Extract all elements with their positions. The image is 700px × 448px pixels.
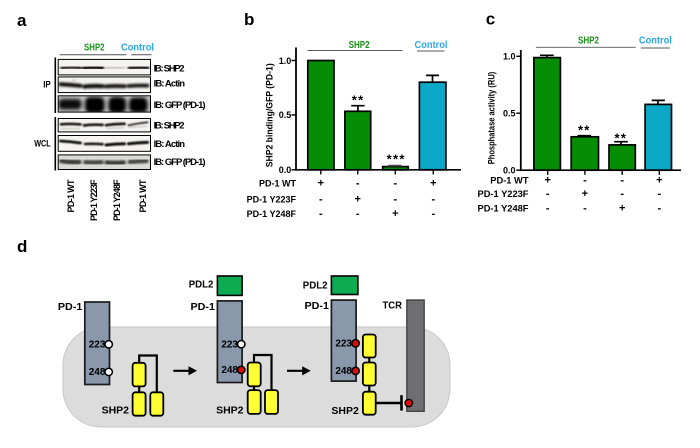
svg-text:PD-1: PD-1 — [58, 301, 83, 313]
svg-text:b: b — [244, 10, 254, 29]
svg-text:IB: Actin: IB: Actin — [154, 79, 186, 90]
svg-text:IP: IP — [43, 79, 51, 90]
svg-text:IB: GFP (PD-1): IB: GFP (PD-1) — [154, 157, 206, 168]
svg-text:-: - — [620, 174, 624, 186]
svg-text:PD-1 Y248F: PD-1 Y248F — [112, 179, 122, 221]
svg-text:223: 223 — [221, 339, 238, 350]
svg-text:PD-1: PD-1 — [305, 300, 330, 312]
svg-text:0.0: 0.0 — [279, 165, 292, 175]
svg-text:PD-1 Y248F: PD-1 Y248F — [478, 203, 529, 213]
svg-text:Phosphatase activity (RU): Phosphatase activity (RU) — [487, 72, 498, 165]
svg-text:c: c — [486, 9, 495, 28]
svg-text:0.5: 0.5 — [503, 109, 516, 119]
svg-text:+: + — [656, 174, 662, 186]
svg-text:PDL2: PDL2 — [303, 280, 328, 292]
svg-text:1.0: 1.0 — [279, 56, 292, 66]
svg-text:0.5: 0.5 — [279, 110, 292, 120]
svg-text:d: d — [17, 237, 27, 256]
svg-text:IB: GFP (PD-1): IB: GFP (PD-1) — [154, 100, 206, 111]
svg-text:-: - — [583, 202, 587, 214]
svg-text:PD-1 WT: PD-1 WT — [66, 179, 76, 213]
svg-text:0.0: 0.0 — [503, 166, 516, 176]
svg-text:PD-1 Y223F: PD-1 Y223F — [89, 179, 99, 221]
svg-text:+: + — [430, 178, 436, 190]
svg-text:SHP2: SHP2 — [331, 405, 359, 417]
svg-text:SHP2: SHP2 — [102, 405, 130, 417]
svg-text:SHP2: SHP2 — [216, 405, 244, 417]
svg-text:PD-1 WT: PD-1 WT — [259, 179, 297, 189]
svg-text:-: - — [356, 208, 360, 220]
svg-text:-: - — [546, 202, 550, 214]
svg-text:223: 223 — [335, 338, 352, 349]
svg-text:IB: SHP2: IB: SHP2 — [154, 64, 185, 75]
svg-text:+: + — [392, 208, 398, 220]
svg-text:SHP2 binding/GFP (PD-1): SHP2 binding/GFP (PD-1) — [265, 63, 276, 167]
svg-text:PD-1 WT: PD-1 WT — [138, 179, 148, 213]
svg-text:SHP2: SHP2 — [84, 43, 105, 54]
svg-text:-: - — [319, 193, 323, 205]
svg-text:-: - — [356, 178, 360, 190]
svg-text:PD-1 WT: PD-1 WT — [490, 175, 529, 185]
svg-text:IB: SHP2: IB: SHP2 — [154, 120, 185, 131]
svg-text:+: + — [318, 178, 324, 190]
svg-text:-: - — [657, 188, 661, 200]
svg-text:-: - — [583, 174, 587, 186]
svg-text:-: - — [319, 208, 323, 220]
svg-text:Control: Control — [415, 40, 448, 51]
svg-text:**: ** — [578, 122, 591, 137]
svg-text:-: - — [431, 193, 435, 205]
svg-text:248: 248 — [335, 366, 352, 377]
svg-text:PDL2: PDL2 — [189, 279, 214, 291]
svg-text:-: - — [546, 188, 550, 200]
svg-text:+: + — [619, 202, 625, 214]
svg-text:-: - — [393, 178, 397, 190]
svg-text:Control: Control — [639, 36, 672, 47]
svg-text:a: a — [17, 11, 27, 30]
svg-text:248: 248 — [221, 365, 238, 376]
svg-text:PD-1 Y223F: PD-1 Y223F — [478, 189, 529, 199]
svg-text:PD-1: PD-1 — [191, 301, 216, 313]
svg-text:248: 248 — [89, 367, 106, 378]
svg-text:-: - — [657, 202, 661, 214]
svg-text:WCL: WCL — [34, 139, 51, 150]
svg-text:**: ** — [615, 130, 628, 145]
svg-text:IB: Actin: IB: Actin — [154, 139, 186, 150]
svg-text:223: 223 — [89, 339, 106, 350]
svg-text:-: - — [620, 188, 624, 200]
svg-text:+: + — [354, 193, 360, 205]
svg-text:PD-1 Y248F: PD-1 Y248F — [247, 209, 297, 219]
svg-text:1.0: 1.0 — [503, 51, 516, 61]
svg-text:SHP2: SHP2 — [349, 40, 370, 51]
svg-text:TCR: TCR — [383, 300, 403, 312]
svg-text:+: + — [582, 188, 588, 200]
svg-text:+: + — [544, 174, 550, 186]
svg-text:-: - — [431, 208, 435, 220]
svg-text:SHP2: SHP2 — [578, 36, 599, 47]
svg-text:Control: Control — [121, 43, 154, 54]
svg-text:-: - — [393, 193, 397, 205]
svg-text:PD-1 Y223F: PD-1 Y223F — [247, 194, 297, 204]
svg-text:**: ** — [352, 92, 365, 107]
svg-text:***: *** — [387, 151, 406, 166]
